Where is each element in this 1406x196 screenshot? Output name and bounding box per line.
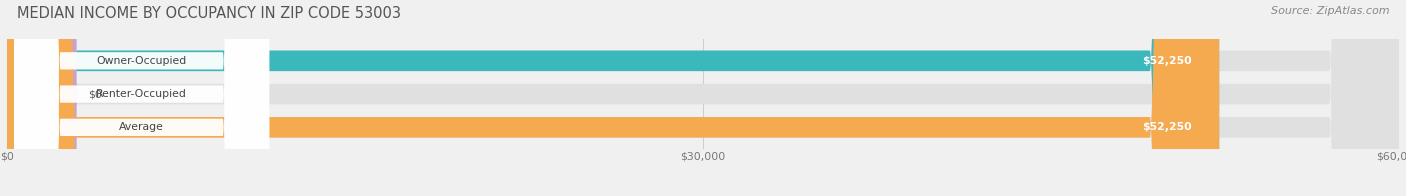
FancyBboxPatch shape bbox=[7, 0, 1219, 196]
FancyBboxPatch shape bbox=[7, 0, 1399, 196]
Text: $52,250: $52,250 bbox=[1142, 56, 1191, 66]
Text: $0: $0 bbox=[89, 89, 103, 99]
Text: Source: ZipAtlas.com: Source: ZipAtlas.com bbox=[1271, 6, 1389, 16]
Text: Average: Average bbox=[120, 122, 165, 132]
Text: MEDIAN INCOME BY OCCUPANCY IN ZIP CODE 53003: MEDIAN INCOME BY OCCUPANCY IN ZIP CODE 5… bbox=[17, 6, 401, 21]
FancyBboxPatch shape bbox=[7, 0, 77, 196]
FancyBboxPatch shape bbox=[7, 0, 1399, 196]
FancyBboxPatch shape bbox=[14, 0, 269, 196]
FancyBboxPatch shape bbox=[14, 0, 269, 196]
FancyBboxPatch shape bbox=[7, 0, 1219, 196]
Text: Owner-Occupied: Owner-Occupied bbox=[97, 56, 187, 66]
Text: Renter-Occupied: Renter-Occupied bbox=[96, 89, 187, 99]
FancyBboxPatch shape bbox=[7, 0, 1399, 196]
Text: $52,250: $52,250 bbox=[1142, 122, 1191, 132]
FancyBboxPatch shape bbox=[14, 0, 269, 196]
